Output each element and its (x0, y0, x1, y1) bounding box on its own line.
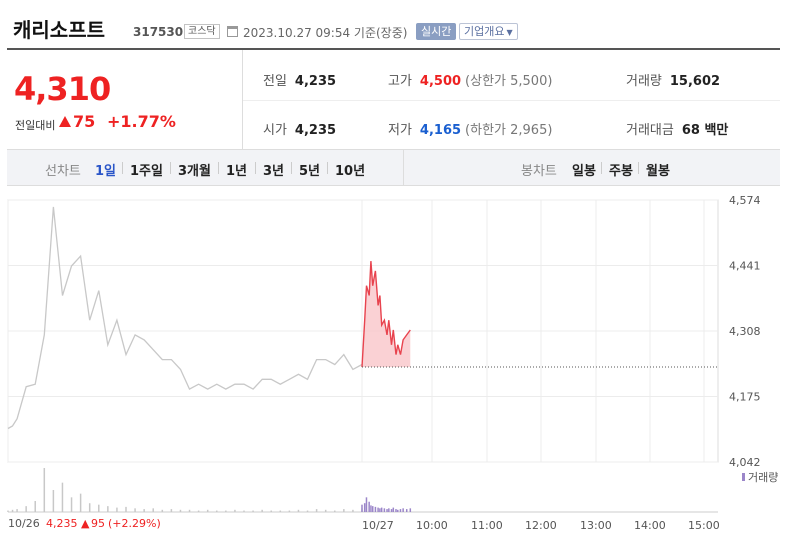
low-cell: 저가 4,165 (하한가 2,965) (388, 119, 552, 138)
chevron-down-icon: ▼ (506, 28, 513, 37)
tab-monthly[interactable]: 월봉 (646, 164, 670, 179)
tab-separator (601, 162, 602, 174)
series-line-10-27 (361, 261, 411, 368)
lower-limit: (하한가 2,965) (465, 123, 553, 138)
tab-1w[interactable]: 1주일 (130, 164, 163, 179)
low-value: 4,165 (419, 123, 462, 138)
intraday-price-chart: 4,574 4,441 4,308 4,175 4,042 거래량 10/26 10/27 10… (7, 194, 778, 532)
tab-5y[interactable]: 5년 (299, 164, 321, 179)
volume-value: 15,602 (669, 74, 721, 89)
price-box: 4,310 전일대비 75 +1.77% (7, 50, 243, 150)
x-tick-label: 14:00 (634, 519, 666, 532)
candle-chart-label: 봉차트 (521, 164, 557, 179)
upper-limit: (상한가 5,500) (465, 74, 553, 89)
y-tick-label: 4,042 (729, 456, 761, 469)
tab-separator (170, 162, 171, 174)
tab-1d[interactable]: 1일 (95, 164, 117, 179)
volume-legend-label: 거래량 (748, 471, 778, 484)
tab-separator (327, 162, 328, 174)
high-label: 고가 (388, 74, 412, 89)
series-area-10-27 (362, 261, 411, 367)
tab-separator (291, 162, 292, 174)
tab-separator (122, 162, 123, 174)
x-tick-label: 11:00 (471, 519, 503, 532)
up-triangle-icon (59, 116, 71, 127)
amount-cell: 거래대금 68 백만 (626, 119, 728, 138)
tab-separator (638, 162, 639, 174)
quote-row-divider (243, 100, 780, 101)
y-tick-label: 4,175 (729, 391, 761, 404)
change-label: 전일대비 (15, 119, 56, 132)
tabs-divider (403, 150, 404, 186)
tab-separator (218, 162, 219, 174)
y-tick-label: 4,441 (729, 260, 761, 273)
volume-legend-swatch (742, 473, 745, 481)
x-tick-label: 15:00 (688, 519, 720, 532)
current-price: 4,310 (14, 70, 111, 108)
prev-day-price: 4,235 (46, 517, 78, 530)
prev-close-cell: 전일 4,235 (263, 70, 336, 89)
company-overview-label: 기업개요 (464, 25, 505, 38)
high-cell: 고가 4,500 (상한가 5,500) (388, 70, 552, 89)
prev-close-value: 4,235 (294, 74, 337, 89)
company-overview-button[interactable]: 기업개요 ▼ (459, 23, 518, 40)
y-tick-label: 4,574 (729, 194, 761, 207)
amount-label: 거래대금 (626, 123, 674, 138)
tab-daily[interactable]: 일봉 (572, 164, 596, 179)
stock-header: 캐리소프트 317530 코스닥 2023.10.27 09:54 기준(장중)… (0, 0, 787, 48)
x-tick-label: 12:00 (525, 519, 557, 532)
tab-separator (255, 162, 256, 174)
y-tick-label: 4,308 (729, 325, 761, 338)
realtime-button[interactable]: 실시간 (416, 23, 457, 40)
prev-close-label: 전일 (263, 74, 287, 89)
tab-1y[interactable]: 1년 (226, 164, 248, 179)
market-badge: 코스닥 (184, 24, 220, 39)
volume-label: 거래량 (626, 74, 662, 89)
line-chart-label: 선차트 (45, 164, 81, 179)
x-tick-label: 13:00 (580, 519, 612, 532)
change-value: 75 (73, 112, 96, 131)
stock-code: 317530 (133, 25, 184, 39)
as-of-timestamp: 2023.10.27 09:54 기준(장중) (243, 26, 408, 40)
low-label: 저가 (388, 123, 412, 138)
chart-period-tabs: 선차트 1일 1주일 3개월 1년 3년 5년 10년 봉차트 일봉 주봉 월봉 (7, 150, 780, 186)
x-tick-label: 10/27 (362, 519, 394, 532)
change-percent: +1.77% (107, 112, 176, 131)
series-line-10-26 (7, 206, 363, 430)
x-tick-label: 10:00 (416, 519, 448, 532)
prev-day-change: 95 (91, 517, 105, 530)
quote-panel: 4,310 전일대비 75 +1.77% 전일 4,235 고가 4,500 (상한가… (7, 50, 780, 150)
open-value: 4,235 (294, 123, 337, 138)
open-cell: 시가 4,235 (263, 119, 336, 138)
prev-day-date: 10/26 (8, 517, 40, 530)
up-triangle-icon: ▲ (81, 517, 90, 530)
calendar-icon (227, 26, 238, 37)
tab-10y[interactable]: 10년 (335, 164, 366, 179)
tab-3y[interactable]: 3년 (263, 164, 285, 179)
open-label: 시가 (263, 123, 287, 138)
prev-day-pct: (+2.29%) (108, 517, 161, 530)
header-divider (7, 48, 780, 50)
stock-name: 캐리소프트 (13, 18, 105, 42)
high-value: 4,500 (419, 74, 462, 89)
volume-cell: 거래량 15,602 (626, 70, 720, 89)
tab-weekly[interactable]: 주봉 (609, 164, 633, 179)
tab-3m[interactable]: 3개월 (178, 164, 211, 179)
amount-value: 68 백만 (681, 123, 729, 138)
